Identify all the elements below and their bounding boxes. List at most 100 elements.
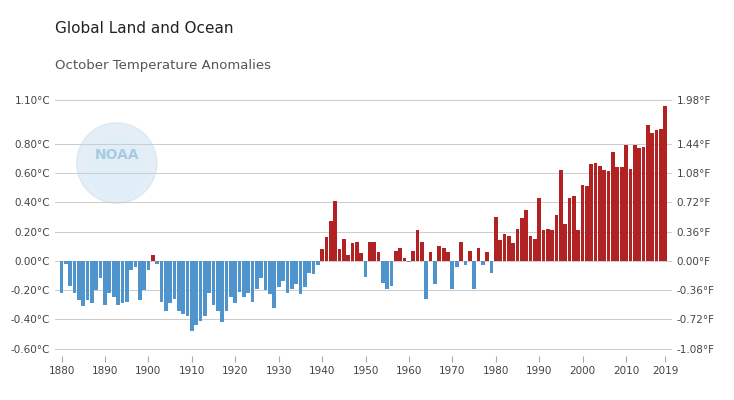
Bar xyxy=(112,261,115,298)
Bar xyxy=(619,167,623,261)
Bar xyxy=(381,261,385,283)
Bar xyxy=(308,261,311,272)
Bar xyxy=(594,163,597,261)
Bar xyxy=(207,261,211,293)
Bar xyxy=(572,196,575,261)
Bar xyxy=(147,261,150,270)
Bar xyxy=(611,152,615,261)
Bar xyxy=(459,242,463,261)
Bar xyxy=(233,261,237,303)
Bar xyxy=(311,261,315,274)
Bar xyxy=(524,210,528,261)
Bar xyxy=(294,261,298,284)
Bar xyxy=(664,106,667,261)
Bar xyxy=(385,261,389,289)
Bar xyxy=(399,248,402,261)
Bar xyxy=(407,261,411,262)
Bar xyxy=(59,261,63,293)
Bar xyxy=(103,261,107,305)
Bar xyxy=(550,230,554,261)
Bar xyxy=(255,261,259,289)
Bar xyxy=(134,261,137,267)
Bar xyxy=(616,167,619,261)
Bar xyxy=(324,237,328,261)
Bar xyxy=(286,261,289,293)
Bar xyxy=(468,250,471,261)
Bar xyxy=(220,261,224,322)
Bar xyxy=(64,261,68,264)
Bar xyxy=(412,250,415,261)
Bar xyxy=(125,261,128,302)
Bar xyxy=(346,255,350,261)
Bar xyxy=(290,261,294,289)
Bar xyxy=(485,252,489,261)
Bar xyxy=(494,217,498,261)
Bar xyxy=(564,224,567,261)
Bar xyxy=(264,261,267,290)
Bar xyxy=(73,261,76,293)
Bar xyxy=(68,261,72,286)
Bar xyxy=(581,185,584,261)
Bar xyxy=(463,261,468,265)
Bar xyxy=(507,236,511,261)
Bar xyxy=(186,261,189,316)
Bar xyxy=(159,261,163,302)
Bar xyxy=(537,198,541,261)
Bar xyxy=(520,218,523,261)
Bar xyxy=(372,242,376,261)
Bar xyxy=(403,258,407,261)
Bar xyxy=(216,261,219,311)
Bar xyxy=(476,248,480,261)
Bar xyxy=(659,129,663,261)
Bar xyxy=(320,249,324,261)
Bar xyxy=(242,261,246,298)
Text: Global Land and Ocean: Global Land and Ocean xyxy=(55,21,233,36)
Bar xyxy=(415,230,419,261)
Bar xyxy=(247,261,250,293)
Bar xyxy=(481,261,484,265)
Bar xyxy=(628,168,632,261)
Bar xyxy=(99,261,103,278)
Text: NOAA: NOAA xyxy=(95,148,139,162)
Bar xyxy=(637,148,641,261)
Bar xyxy=(120,261,124,303)
Bar xyxy=(281,261,285,281)
Bar xyxy=(199,261,203,321)
Bar xyxy=(377,252,380,261)
Bar xyxy=(277,261,280,287)
Bar xyxy=(116,261,120,305)
Bar xyxy=(528,236,532,261)
Bar xyxy=(86,261,90,300)
Bar xyxy=(512,243,515,261)
Bar xyxy=(251,261,255,302)
Ellipse shape xyxy=(89,139,145,198)
Bar xyxy=(172,261,176,299)
Bar xyxy=(498,240,502,261)
Bar xyxy=(533,239,537,261)
Bar xyxy=(129,261,133,270)
Bar xyxy=(333,201,337,261)
Ellipse shape xyxy=(76,123,157,203)
Bar xyxy=(181,261,185,314)
Bar xyxy=(164,261,167,311)
Bar xyxy=(607,172,611,261)
Bar xyxy=(168,261,172,303)
Bar xyxy=(211,261,215,305)
Bar xyxy=(90,261,94,303)
Bar xyxy=(503,234,506,261)
Bar xyxy=(190,261,194,331)
Bar xyxy=(446,252,450,261)
Bar xyxy=(555,216,559,261)
Bar xyxy=(455,261,459,267)
Bar xyxy=(559,170,563,261)
Bar xyxy=(598,166,602,261)
Bar xyxy=(624,145,628,261)
Bar xyxy=(650,133,654,261)
Bar xyxy=(390,261,393,286)
Bar xyxy=(542,230,545,261)
Bar xyxy=(338,249,341,261)
Bar xyxy=(303,261,307,287)
Bar xyxy=(299,261,302,294)
Bar xyxy=(316,261,319,265)
Bar xyxy=(576,230,580,261)
